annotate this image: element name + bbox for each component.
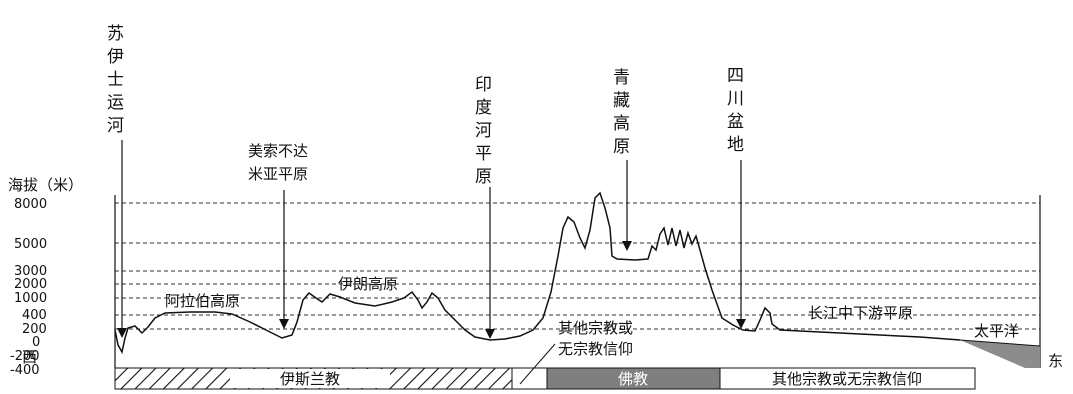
tick-8000: 8000 bbox=[14, 197, 47, 212]
tick-2000: 2000 bbox=[14, 277, 47, 292]
band-other-label: 其他宗教或无宗教信仰 bbox=[772, 370, 922, 388]
label-sichuan: 四川盆地 bbox=[723, 66, 744, 158]
religion-band: 伊斯兰教 佛教 其他宗教或无宗教信仰 bbox=[114, 367, 976, 390]
label-west: 西 bbox=[22, 348, 37, 366]
band-buddhism-label: 佛教 bbox=[618, 370, 648, 388]
tick-400: 400 bbox=[22, 308, 47, 323]
band-gap bbox=[511, 367, 548, 390]
tick-3000: 3000 bbox=[14, 264, 47, 279]
gridlines bbox=[115, 202, 1040, 330]
marker-arrows bbox=[121, 140, 742, 332]
tick-minus-400: -400 bbox=[10, 363, 40, 378]
tick-5000: 5000 bbox=[14, 237, 47, 252]
label-mesopotamia-2: 米亚平原 bbox=[248, 165, 308, 183]
tick-minus-200: -200 bbox=[10, 349, 40, 364]
label-suez: 苏伊士运河 bbox=[103, 24, 124, 139]
label-indus: 印度河平原 bbox=[471, 75, 492, 190]
terrain-profile bbox=[114, 191, 961, 355]
label-east: 东 bbox=[1048, 352, 1063, 370]
label-arabia: 阿拉伯高原 bbox=[165, 292, 240, 310]
callout-line2: 无宗教信仰 bbox=[558, 340, 633, 358]
band-islam-label: 伊斯兰教 bbox=[280, 370, 340, 388]
pacific-ocean-fill bbox=[960, 340, 1040, 368]
axis-title: 海拔（米） bbox=[8, 176, 83, 194]
label-mesopotamia-1: 美索不达 bbox=[248, 142, 308, 160]
tick-200: 200 bbox=[22, 322, 47, 337]
callout-line1: 其他宗教或 bbox=[558, 319, 633, 337]
tick-0: 0 bbox=[32, 335, 40, 350]
tick-1000: 1000 bbox=[14, 291, 47, 306]
label-yangtze: 长江中下游平原 bbox=[808, 304, 913, 322]
label-iran: 伊朗高原 bbox=[338, 275, 398, 293]
band-other bbox=[719, 367, 976, 390]
label-tibet: 青藏高原 bbox=[609, 68, 630, 160]
label-pacific: 太平洋 bbox=[974, 322, 1019, 340]
